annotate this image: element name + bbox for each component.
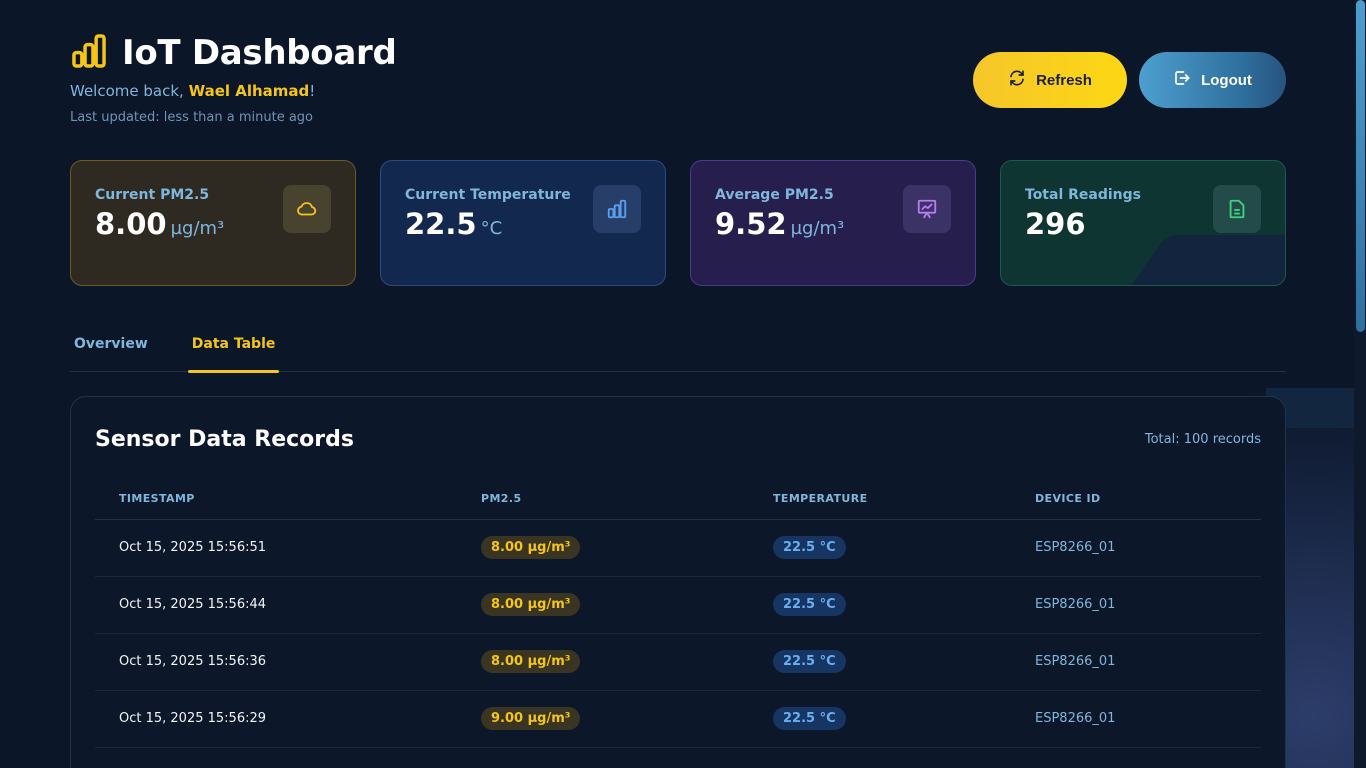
tab-data-table[interactable]: Data Table xyxy=(187,320,280,373)
cell-device-id: ESP8266_01 xyxy=(1011,519,1261,577)
cell-timestamp: Oct 15, 2025 15:56:44 xyxy=(95,576,457,634)
tab-overview[interactable]: Overview xyxy=(74,336,148,352)
sensor-data-table: TIMESTAMP PM2.5 TEMPERATURE DEVICE ID Oc… xyxy=(95,479,1261,768)
stat-unit: µg/m³ xyxy=(790,218,845,239)
table-row[interactable]: Oct 15, 2025 15:56:51 8.00 µg/m³ 22.5 °C… xyxy=(95,519,1261,577)
column-header-timestamp[interactable]: TIMESTAMP xyxy=(95,479,457,520)
logout-button[interactable]: Logout xyxy=(1139,52,1286,108)
stat-label: Current Temperature xyxy=(405,187,571,203)
cell-pm25 xyxy=(457,747,749,768)
panel-header: Sensor Data Records Total: 100 records xyxy=(95,397,1261,479)
sensor-data-panel: Sensor Data Records Total: 100 records T… xyxy=(70,396,1286,768)
bar-chart-icon xyxy=(593,185,641,233)
temperature-badge: 22.5 °C xyxy=(773,593,846,616)
table-header-row: TIMESTAMP PM2.5 TEMPERATURE DEVICE ID xyxy=(95,479,1261,520)
refresh-label: Refresh xyxy=(1036,71,1092,89)
document-icon xyxy=(1213,185,1261,233)
welcome-suffix: ! xyxy=(309,82,316,100)
cell-device-id: ESP8266_01 xyxy=(1011,633,1261,691)
cell-temperature: 22.5 °C xyxy=(749,633,1011,691)
column-header-temperature[interactable]: TEMPERATURE xyxy=(749,479,1011,520)
refresh-button[interactable]: Refresh xyxy=(973,52,1127,108)
bar-chart-icon xyxy=(70,32,108,74)
pm25-badge: 8.00 µg/m³ xyxy=(481,593,581,616)
cell-device-id xyxy=(1011,747,1261,768)
welcome-prefix: Welcome back, xyxy=(70,82,189,100)
cell-temperature: 22.5 °C xyxy=(749,690,1011,748)
refresh-icon xyxy=(1008,69,1026,91)
stat-label: Average PM2.5 xyxy=(715,187,834,203)
panel-title: Sensor Data Records xyxy=(95,426,354,452)
cloud-icon xyxy=(283,185,331,233)
stat-number: 8.00 xyxy=(95,207,167,241)
title-row: IoT Dashboard xyxy=(70,32,397,74)
temperature-badge: 22.5 °C xyxy=(773,707,846,730)
temperature-badge: 22.5 °C xyxy=(773,650,846,673)
pm25-badge: 8.00 µg/m³ xyxy=(481,536,581,559)
table-row[interactable]: Oct 15, 2025 15:56:36 8.00 µg/m³ 22.5 °C… xyxy=(95,633,1261,691)
cell-device-id: ESP8266_01 xyxy=(1011,576,1261,634)
stat-card-current-pm25: Current PM2.5 8.00 µg/m³ xyxy=(70,160,356,286)
cell-temperature xyxy=(749,747,1011,768)
stat-card-current-temperature: Current Temperature 22.5 °C xyxy=(380,160,666,286)
cell-timestamp: Oct 15, 2025 15:56:36 xyxy=(95,633,457,691)
stat-value: 9.52 µg/m³ xyxy=(715,207,951,241)
dashboard-page: IoT Dashboard Welcome back, Wael Alhamad… xyxy=(70,0,1286,768)
header: IoT Dashboard Welcome back, Wael Alhamad… xyxy=(70,0,1286,150)
last-updated: Last updated: less than a minute ago xyxy=(70,110,313,125)
stat-unit: µg/m³ xyxy=(170,218,225,239)
welcome-message: Welcome back, Wael Alhamad! xyxy=(70,82,315,100)
user-name: Wael Alhamad xyxy=(188,82,310,100)
table-row[interactable]: Oct 15, 2025 15:56:44 8.00 µg/m³ 22.5 °C… xyxy=(95,576,1261,634)
pm25-badge: 8.00 µg/m³ xyxy=(481,650,581,673)
stat-value: 8.00 µg/m³ xyxy=(95,207,331,241)
column-header-device-id[interactable]: DEVICE ID xyxy=(1011,479,1261,520)
stat-card-average-pm25: Average PM2.5 9.52 µg/m³ xyxy=(690,160,976,286)
stat-cards: Current PM2.5 8.00 µg/m³ Current Temperat… xyxy=(70,160,1286,286)
cell-pm25: 9.00 µg/m³ xyxy=(457,690,749,748)
stat-number: 9.52 xyxy=(715,207,787,241)
logout-icon xyxy=(1173,69,1191,91)
stat-value: 22.5 °C xyxy=(405,207,641,241)
stat-label: Total Readings xyxy=(1025,187,1141,203)
stat-value: 296 xyxy=(1025,207,1261,241)
cell-pm25: 8.00 µg/m³ xyxy=(457,519,749,577)
scrollbar-thumb[interactable] xyxy=(1356,0,1365,332)
cell-temperature: 22.5 °C xyxy=(749,519,1011,577)
stat-card-total-readings: Total Readings 296 xyxy=(1000,160,1286,286)
page-scrollbar[interactable] xyxy=(1354,0,1366,768)
presentation-chart-icon xyxy=(903,185,951,233)
stat-label: Current PM2.5 xyxy=(95,187,210,203)
cell-timestamp xyxy=(95,747,457,768)
page-title: IoT Dashboard xyxy=(122,33,397,73)
pm25-badge: 9.00 µg/m³ xyxy=(481,707,581,730)
column-header-pm25[interactable]: PM2.5 xyxy=(457,479,749,520)
stat-unit: °C xyxy=(480,218,503,239)
cell-device-id: ESP8266_01 xyxy=(1011,690,1261,748)
cell-timestamp: Oct 15, 2025 15:56:51 xyxy=(95,519,457,577)
stat-number: 22.5 xyxy=(405,207,477,241)
record-count: Total: 100 records xyxy=(1144,431,1261,447)
logout-label: Logout xyxy=(1201,71,1252,89)
stat-number: 296 xyxy=(1025,207,1086,241)
table-row-partial[interactable] xyxy=(95,747,1261,768)
tab-bar: Overview Data Table xyxy=(70,320,1286,373)
cell-timestamp: Oct 15, 2025 15:56:29 xyxy=(95,690,457,748)
header-actions: Refresh Logout xyxy=(973,52,1286,108)
cell-pm25: 8.00 µg/m³ xyxy=(457,633,749,691)
cell-pm25: 8.00 µg/m³ xyxy=(457,576,749,634)
cell-temperature: 22.5 °C xyxy=(749,576,1011,634)
table-row[interactable]: Oct 15, 2025 15:56:29 9.00 µg/m³ 22.5 °C… xyxy=(95,690,1261,748)
temperature-badge: 22.5 °C xyxy=(773,536,846,559)
